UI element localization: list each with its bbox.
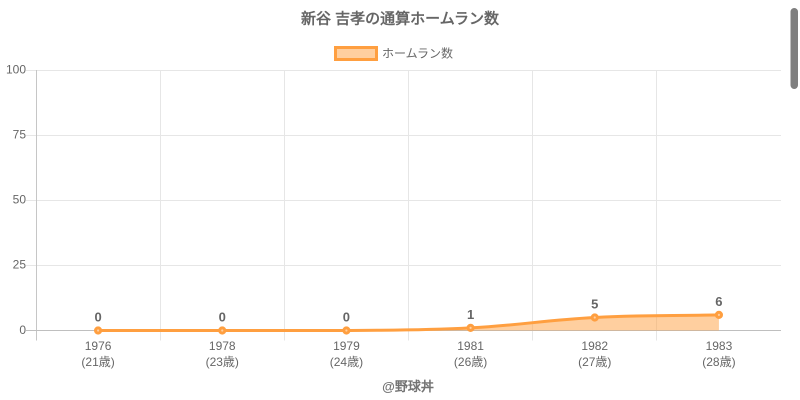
svg-text:1976: 1976 (85, 339, 112, 353)
svg-text:25: 25 (13, 258, 27, 272)
svg-text:100: 100 (6, 63, 26, 77)
svg-text:ホームラン数: ホームラン数 (382, 46, 453, 61)
svg-text:(26歳): (26歳) (454, 355, 487, 369)
svg-text:(21歳): (21歳) (81, 355, 114, 369)
svg-text:75: 75 (13, 128, 27, 142)
svg-text:0: 0 (343, 310, 350, 325)
svg-text:6: 6 (715, 294, 722, 309)
svg-text:新谷 吉孝の通算ホームラン数: 新谷 吉孝の通算ホームラン数 (301, 10, 500, 28)
svg-text:(27歳): (27歳) (578, 355, 611, 369)
svg-text:0: 0 (219, 310, 226, 325)
svg-text:0: 0 (94, 310, 101, 325)
svg-text:0: 0 (19, 323, 26, 337)
svg-text:1978: 1978 (209, 339, 236, 353)
svg-text:50: 50 (13, 193, 27, 207)
svg-text:(24歳): (24歳) (330, 355, 363, 369)
svg-text:@野球丼: @野球丼 (382, 379, 434, 394)
svg-text:5: 5 (591, 297, 598, 312)
svg-text:(28歳): (28歳) (702, 355, 735, 369)
svg-text:(23歳): (23歳) (206, 355, 239, 369)
svg-text:1979: 1979 (333, 339, 360, 353)
svg-text:1981: 1981 (457, 339, 484, 353)
svg-text:1: 1 (467, 307, 474, 322)
svg-text:1983: 1983 (706, 339, 733, 353)
svg-text:1982: 1982 (581, 339, 608, 353)
